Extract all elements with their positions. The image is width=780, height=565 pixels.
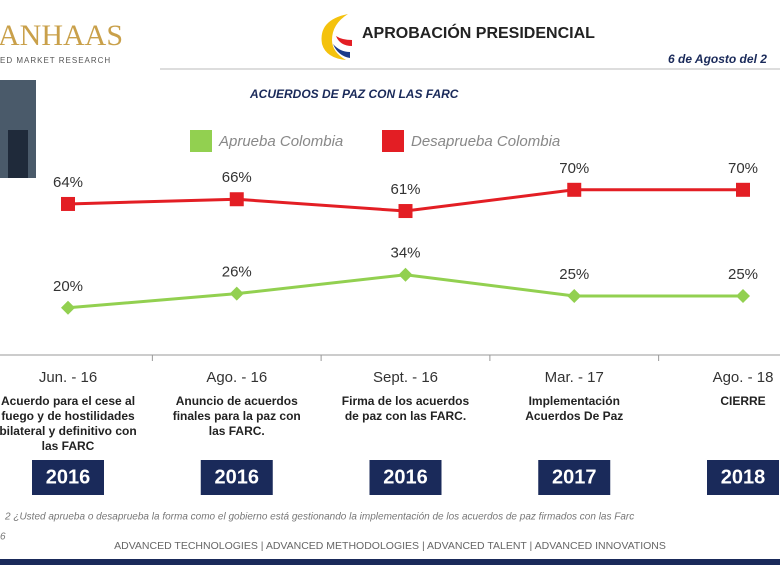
marker xyxy=(229,286,244,301)
annotation: las FARC. xyxy=(209,424,265,438)
annotation: Acuerdos De Paz xyxy=(525,409,623,423)
year-label: 2016 xyxy=(383,466,428,488)
x-tick-label: Mar. - 17 xyxy=(545,369,604,386)
marker xyxy=(229,192,244,207)
marker xyxy=(61,300,75,315)
annotation: fuego y de hostilidades xyxy=(1,409,135,423)
marker xyxy=(736,289,750,303)
marker xyxy=(567,289,582,303)
data-label: 70% xyxy=(559,160,589,177)
legend-swatch xyxy=(190,130,212,152)
data-label: 25% xyxy=(728,266,758,283)
marker xyxy=(61,196,75,211)
annotation: de paz con las FARC. xyxy=(345,409,466,423)
annotation: Acuerdo para el cese al xyxy=(1,394,135,408)
year-box xyxy=(32,460,104,495)
data-label: 70% xyxy=(728,160,758,177)
date: 6 de Agosto del 2 xyxy=(668,52,767,66)
marker xyxy=(398,204,413,219)
legend-label: Desaprueba Colombia xyxy=(411,133,560,150)
data-label: 20% xyxy=(53,278,83,295)
data-label: 66% xyxy=(222,169,252,186)
year-box xyxy=(369,460,442,495)
year-label: 2016 xyxy=(215,466,260,488)
flag-icon xyxy=(321,14,352,60)
legend-label: Aprueba Colombia xyxy=(218,133,343,150)
x-tick-label: Jun. - 16 xyxy=(39,369,97,386)
footnote-2: 6 xyxy=(0,532,6,543)
annotation: finales para la paz con xyxy=(173,409,301,423)
data-label: 64% xyxy=(53,174,83,191)
logo: ANHAAS xyxy=(0,19,123,52)
footer-bar xyxy=(0,559,780,565)
annotation: Firma de los acuerdos xyxy=(342,394,470,408)
marker xyxy=(736,182,750,197)
data-label: 34% xyxy=(390,245,420,262)
footer-tagline: ADVANCED TECHNOLOGIES | ADVANCED METHODO… xyxy=(114,540,666,552)
legend-swatch xyxy=(382,130,404,152)
marker xyxy=(567,182,582,197)
year-label: 2018 xyxy=(721,466,766,488)
year-label: 2017 xyxy=(552,466,597,488)
data-label: 61% xyxy=(390,181,420,198)
logo-tagline: ED MARKET RESEARCH xyxy=(0,56,111,65)
x-tick-label: Sept. - 16 xyxy=(373,369,438,386)
header-title: APROBACIÓN PRESIDENCIAL xyxy=(362,23,595,42)
annotation: Anuncio de acuerdos xyxy=(176,394,298,408)
photo-suit xyxy=(8,130,28,178)
marker xyxy=(398,267,413,282)
chart-title: ACUERDOS DE PAZ CON LAS FARC xyxy=(249,87,459,101)
year-box xyxy=(707,460,779,495)
year-box xyxy=(538,460,611,495)
annotation: CIERRE xyxy=(720,394,765,408)
annotation: las FARC xyxy=(42,439,95,453)
data-label: 25% xyxy=(559,266,589,283)
data-label: 26% xyxy=(222,264,252,281)
x-tick-label: Ago. - 16 xyxy=(206,369,267,386)
annotation: bilateral y definitivo con xyxy=(0,424,137,438)
annotation: Implementación xyxy=(529,394,620,408)
year-label: 2016 xyxy=(46,466,91,488)
footnote: 2 ¿Usted aprueba o desaprueba la forma c… xyxy=(4,512,634,523)
year-box xyxy=(200,460,273,495)
x-tick-label: Ago. - 18 xyxy=(713,369,774,386)
